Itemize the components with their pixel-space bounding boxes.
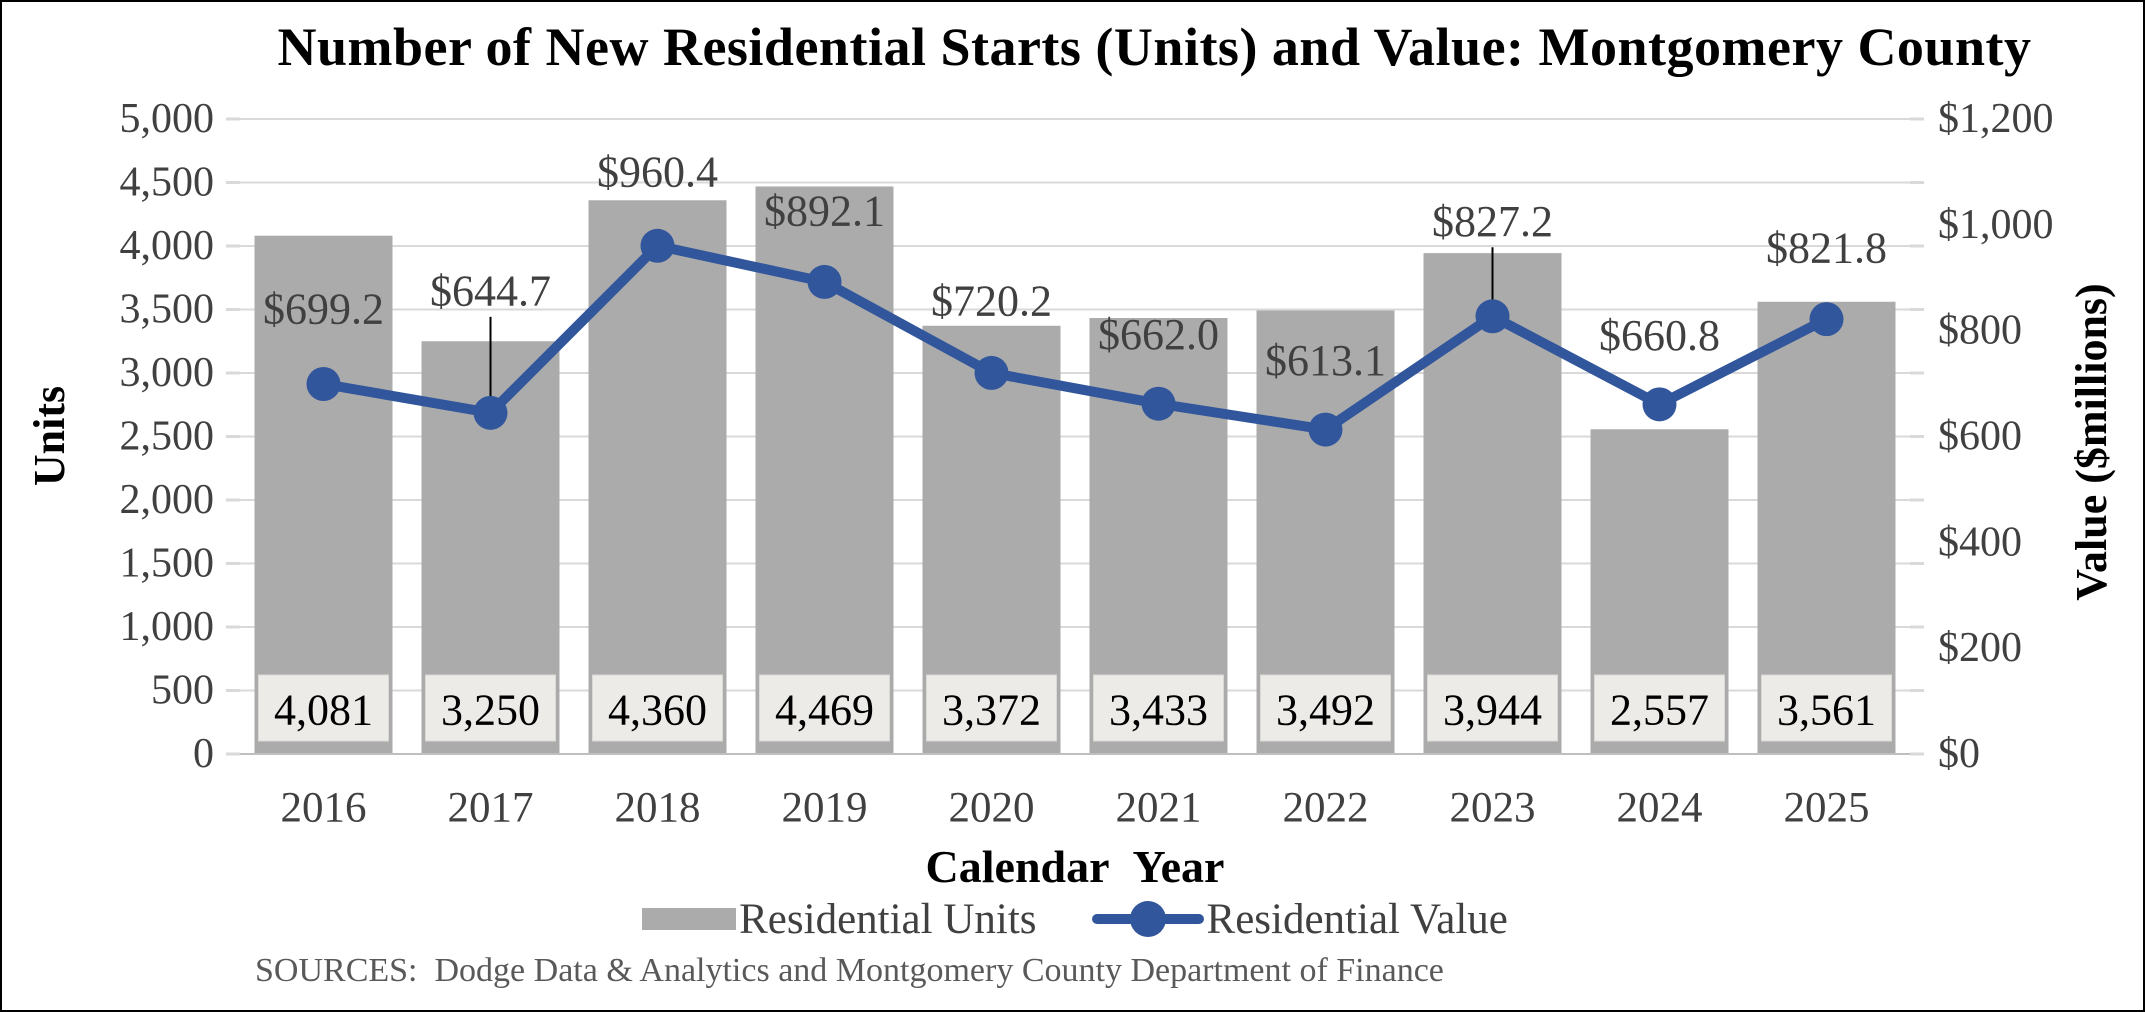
value-label-2017: $644.7	[430, 266, 551, 315]
legend-label-value: Residential Value	[1206, 895, 1508, 943]
legend-bar-swatch-icon	[642, 908, 737, 930]
bar-2018	[588, 200, 727, 754]
bar-label-2021: 3,433	[1109, 686, 1208, 735]
bar-label-2025: 3,561	[1777, 686, 1876, 735]
bar-label-box-2019	[759, 674, 890, 742]
right-tick-label-2: $400	[1938, 519, 2022, 565]
x-tick-label-2017: 2017	[448, 785, 534, 832]
left-tick-label-4: 2,000	[120, 477, 215, 523]
bar-label-2022: 3,492	[1276, 686, 1375, 735]
x-axis-title: Calendar Year	[925, 841, 1225, 892]
right-tick-label-1: $200	[1938, 625, 2022, 671]
bar-label-box-2022	[1260, 674, 1391, 742]
bar-label-2020: 3,372	[942, 686, 1041, 735]
value-label-2022: $613.1	[1265, 336, 1386, 385]
value-marker-2022	[1308, 412, 1343, 447]
value-label-2021: $662.0	[1098, 310, 1219, 359]
left-tick-label-2: 1,000	[120, 604, 215, 650]
value-label-2019: $892.1	[764, 186, 885, 235]
bar-label-2024: 2,557	[1610, 686, 1709, 735]
x-tick-label-2019: 2019	[782, 785, 868, 832]
right-tick-label-6: $1,200	[1938, 96, 2054, 142]
left-tick-label-8: 4,000	[120, 223, 215, 269]
x-tick-label-2018: 2018	[615, 785, 701, 832]
x-tick-label-2016: 2016	[281, 785, 367, 832]
bar-label-2019: 4,469	[775, 686, 874, 735]
x-tick-label-2021: 2021	[1116, 785, 1202, 832]
right-tick-label-5: $1,000	[1938, 202, 2054, 248]
legend-line-marker-icon	[1091, 900, 1204, 938]
bar-label-box-2016	[258, 674, 389, 742]
value-marker-2019	[807, 264, 842, 299]
value-marker-2020	[974, 355, 1009, 390]
x-tick-label-2020: 2020	[949, 785, 1035, 832]
bar-label-box-2021	[1093, 674, 1224, 742]
value-marker-2024	[1642, 387, 1677, 422]
left-tick-label-6: 3,000	[120, 350, 215, 396]
legend-line-dot	[1129, 901, 1166, 937]
chart-title: Number of New Residential Starts (Units)…	[277, 17, 2032, 77]
value-marker-2021	[1141, 386, 1176, 421]
value-label-2020: $720.2	[931, 276, 1052, 325]
legend-item-value: Residential Value	[1091, 895, 1508, 944]
left-tick-label-3: 1,500	[120, 541, 215, 587]
value-label-2025: $821.8	[1766, 224, 1887, 273]
x-tick-label-2024: 2024	[1617, 785, 1703, 832]
value-marker-2025	[1809, 302, 1844, 337]
x-tick-label-2023: 2023	[1450, 785, 1536, 832]
bar-label-box-2023	[1427, 674, 1558, 742]
bar-label-box-2017	[425, 674, 556, 742]
left-tick-label-9: 4,500	[120, 160, 215, 206]
bar-label-box-2025	[1761, 674, 1892, 742]
value-marker-2016	[306, 367, 341, 402]
value-marker-2023	[1475, 299, 1510, 334]
left-tick-label-10: 5,000	[120, 96, 215, 142]
left-tick-label-0: 0	[193, 731, 214, 777]
bar-label-2016: 4,081	[274, 686, 373, 735]
left-tick-label-7: 3,500	[120, 287, 215, 333]
bar-label-2018: 4,360	[608, 686, 707, 735]
legend-label-units: Residential Units	[739, 895, 1037, 943]
source-note: SOURCES: Dodge Data & Analytics and Mont…	[255, 952, 1444, 989]
right-tick-label-0: $0	[1938, 731, 1980, 777]
right-tick-label-3: $600	[1938, 414, 2022, 460]
value-marker-2017	[473, 395, 508, 430]
value-label-2024: $660.8	[1599, 311, 1720, 360]
left-tick-label-1: 500	[151, 668, 214, 714]
bar-label-box-2018	[592, 674, 723, 742]
bar-label-2023: 3,944	[1443, 686, 1542, 735]
value-label-2018: $960.4	[597, 147, 718, 196]
bar-label-2017: 3,250	[441, 686, 540, 735]
bar-2016	[254, 235, 393, 754]
right-tick-label-4: $800	[1938, 308, 2022, 354]
value-marker-2018	[640, 228, 675, 263]
left-tick-label-5: 2,500	[120, 414, 215, 460]
bar-label-box-2020	[926, 674, 1057, 742]
bar-label-box-2024	[1594, 674, 1725, 742]
x-tick-label-2022: 2022	[1283, 785, 1369, 832]
legend-item-units: Residential Units	[642, 895, 1037, 944]
value-line	[318, 240, 1832, 435]
value-label-2016: $699.2	[263, 285, 384, 334]
legend: Residential Units Residential Value	[240, 893, 1910, 945]
value-label-2023: $827.2	[1432, 197, 1553, 246]
x-tick-label-2025: 2025	[1784, 785, 1870, 832]
